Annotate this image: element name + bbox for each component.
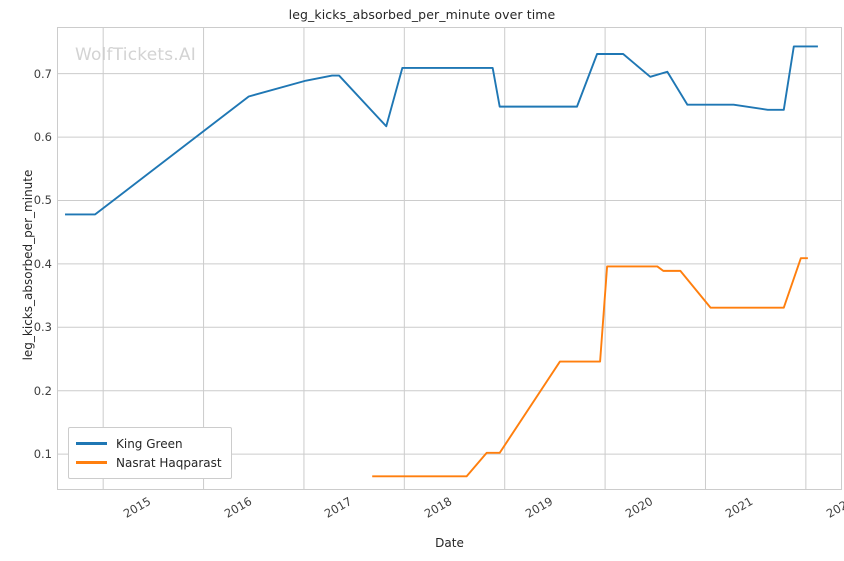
x-tick-label: 2020 — [623, 494, 656, 521]
series-line-0 — [65, 45, 818, 216]
series-line-1 — [372, 257, 808, 478]
plot-area: WolfTickets.AI King Green Nasrat Haqpara… — [57, 27, 842, 490]
x-tick-label: 2022 — [823, 494, 844, 521]
chart-legend[interactable]: King Green Nasrat Haqparast — [68, 427, 232, 479]
plot-canvas — [58, 28, 841, 489]
legend-item-0[interactable]: King Green — [76, 434, 222, 453]
legend-label: Nasrat Haqparast — [116, 455, 222, 470]
y-tick-label: 0.6 — [33, 130, 52, 145]
y-tick-label: 0.1 — [33, 447, 52, 462]
data-series-lines — [65, 45, 818, 478]
x-axis-label: Date — [435, 536, 464, 550]
x-tick-label: 2015 — [121, 494, 154, 521]
legend-item-1[interactable]: Nasrat Haqparast — [76, 453, 222, 472]
y-tick-label: 0.7 — [33, 66, 52, 81]
x-axis-tick-labels: 2015 2016 2017 2018 2019 2020 2021 2022 — [57, 490, 844, 530]
y-tick-label: 0.2 — [33, 383, 52, 398]
y-tick-label: 0.5 — [33, 193, 52, 208]
legend-label: King Green — [116, 436, 183, 451]
x-tick-label: 2018 — [422, 494, 455, 521]
x-tick-label: 2016 — [221, 494, 254, 521]
x-tick-label: 2019 — [522, 494, 555, 521]
y-tick-label: 0.3 — [33, 320, 52, 335]
y-tick-label: 0.4 — [33, 256, 52, 271]
legend-color-swatch — [76, 461, 107, 464]
legend-color-swatch — [76, 442, 107, 445]
x-tick-label: 2021 — [723, 494, 756, 521]
chart-title: leg_kicks_absorbed_per_minute over time — [288, 7, 556, 22]
y-axis-tick-labels: 0.1 0.2 0.3 0.4 0.5 0.6 0.7 — [0, 27, 52, 490]
x-tick-label: 2017 — [321, 494, 355, 521]
grid-lines — [58, 28, 841, 489]
y-axis-label: leg_kicks_absorbed_per_minute — [21, 169, 35, 361]
